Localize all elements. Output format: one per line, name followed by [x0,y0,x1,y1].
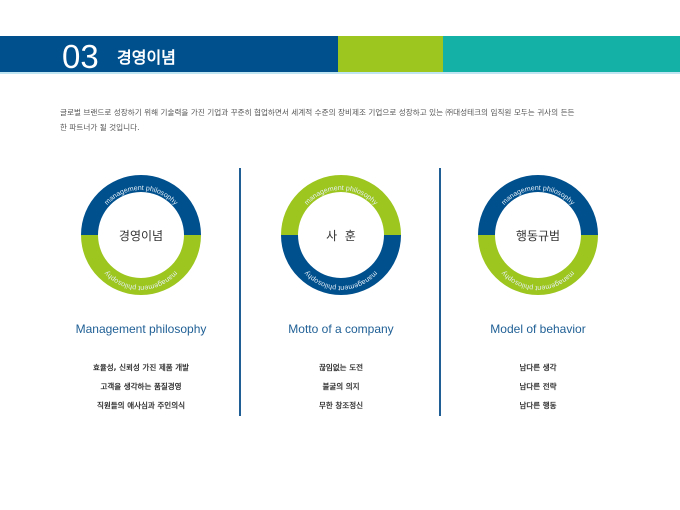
divider [239,168,241,416]
ring-top-half [81,175,201,235]
column-3: management philosophy management philoso… [438,170,638,415]
ring-center-label: 행동규범 [516,228,560,243]
ring-bottom-half [478,235,598,295]
header-band-teal [443,36,680,72]
ring-top-half [478,175,598,235]
ring-center-label: 사 훈 [326,229,356,243]
list-item: 불굴의 의지 [322,382,360,391]
list-item: 고객을 생각하는 품질경영 [100,382,182,391]
list-item: 남다른 행동 [519,401,557,410]
ring-bottom-half [281,235,401,295]
intro-text: 글로벌 브랜드로 성장하기 위해 기술력을 가진 기업과 꾸준히 협업하면서 세… [60,108,575,132]
list-item: 직원들의 애사심과 주인의식 [96,401,186,410]
column-2: management philosophy management philoso… [241,170,441,415]
ring-diagram: management philosophy management philoso… [281,175,401,295]
column-title: Management philosophy [75,322,207,336]
list-item: 끊임없는 도전 [318,363,363,372]
header-underline [0,72,680,74]
ring-center-label: 경영이념 [119,229,163,243]
header-band-green [338,36,443,72]
divider [439,168,441,416]
header-band-blue [0,36,338,72]
ring-diagram: management philosophy management philoso… [478,175,598,295]
section-number: 03 [62,38,99,75]
column-title: Model of behavior [490,322,586,336]
list-item: 남다른 전략 [519,382,557,391]
ring-top-half [281,175,401,235]
column-1: management philosophy management philoso… [41,170,241,415]
ring-bottom-half [81,235,201,295]
list-item: 무한 창조정신 [318,401,363,410]
list-item: 효율성, 신뢰성 가진 제품 개발 [92,363,190,372]
section-title: 경영이념 [117,48,176,67]
ring-diagram: management philosophy management philoso… [81,175,201,295]
list-item: 남다른 생각 [519,363,557,372]
column-title: Motto of a company [288,322,394,336]
